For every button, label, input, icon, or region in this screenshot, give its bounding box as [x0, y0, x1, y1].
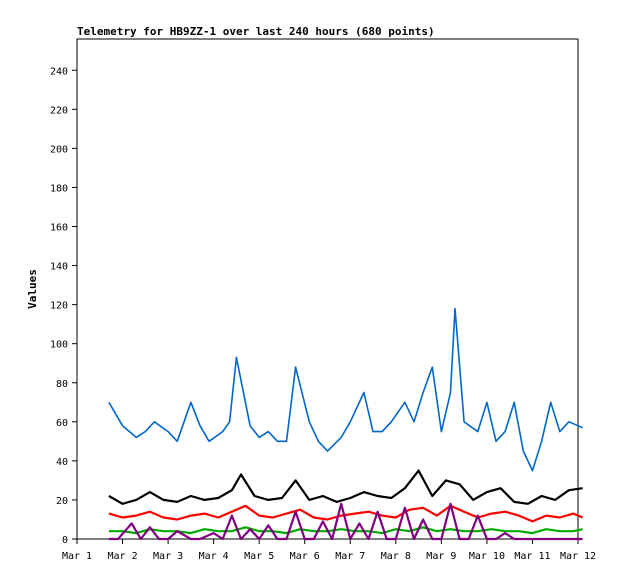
x-tick-label: Mar 6 [290, 551, 320, 562]
series-line-3 [108, 504, 584, 523]
y-axis-ticks: 0 20 40 60 80 100 120 140 160 180 200 220 240 [50, 66, 77, 546]
x-tick-label: Mar 4 [199, 551, 229, 562]
y-tick-label: 160 [50, 223, 68, 234]
series-lines [108, 307, 584, 541]
y-tick-label: 180 [50, 183, 68, 194]
x-tick-label: Mar 9 [426, 551, 456, 562]
series-line-5 [108, 502, 583, 541]
y-tick-label: 240 [50, 66, 68, 77]
y-tick-label: 220 [50, 105, 68, 116]
x-tick-label: Mar 3 [153, 551, 183, 562]
y-tick-label: 20 [56, 496, 68, 507]
y-tick-label: 140 [50, 262, 68, 273]
x-tick-label: Mar 1 [62, 551, 92, 562]
y-tick-label: 60 [56, 418, 68, 429]
x-tick-label: Mar 7 [335, 551, 365, 562]
plot-frame [76, 38, 579, 540]
y-tick-label: 80 [56, 379, 68, 390]
x-tick-label: Mar 12 [560, 551, 596, 562]
y-tick-label: 40 [56, 457, 68, 468]
y-tick-label: 0 [62, 535, 68, 546]
x-tick-label: Mar 2 [107, 551, 137, 562]
x-tick-label: Mar 5 [244, 551, 274, 562]
y-tick-label: 100 [50, 340, 68, 351]
series-line-1 [108, 307, 583, 472]
y-axis-label: Values [26, 269, 39, 309]
chart-title: Telemetry for HB9ZZ-1 over last 240 hour… [77, 25, 435, 38]
series-line-2 [108, 469, 583, 505]
y-tick-label: 120 [50, 301, 68, 312]
x-tick-label: Mar 11 [514, 551, 550, 562]
x-axis-ticks: Mar 1 Mar 2 Mar 3 Mar 4 Mar 5 Mar 6 Mar 7 Mar 8… [62, 539, 596, 562]
x-tick-label: Mar 10 [469, 551, 505, 562]
y-tick-label: 200 [50, 144, 68, 155]
x-tick-label: Mar 8 [381, 551, 411, 562]
